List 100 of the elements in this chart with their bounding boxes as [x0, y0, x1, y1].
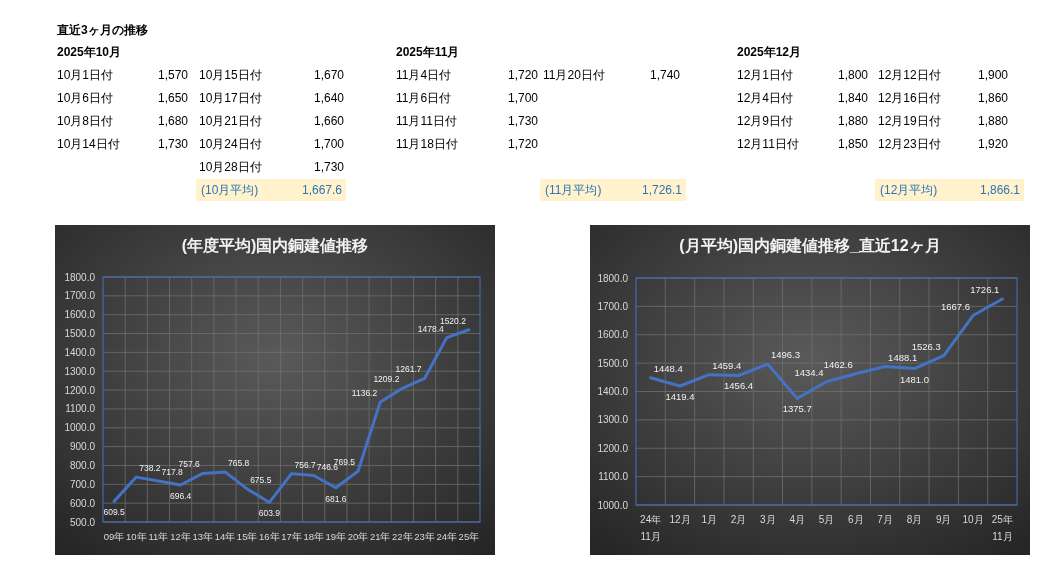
y-tick-label: 700.0: [69, 478, 96, 490]
x-tick-label: 23年: [414, 531, 435, 542]
text: 12月23日付: [878, 137, 941, 151]
data-label: 1459.4: [712, 359, 742, 371]
text: 10月14日付: [57, 137, 120, 151]
text: 1,860: [977, 91, 1009, 105]
text: 11月20日付: [543, 68, 605, 82]
x-tick-label: 21年: [369, 531, 391, 542]
x-tick-label: 12年: [170, 531, 191, 542]
text: 12月4日付: [737, 91, 794, 105]
text: 10月1日付: [57, 68, 114, 82]
x-tick-label: 8月: [906, 514, 923, 525]
text: 1,700: [507, 91, 539, 105]
chart-title: (年度平均)国内銅建値推移: [181, 236, 369, 254]
data-label: 1209.2: [373, 374, 400, 385]
data-label: 609.5: [103, 507, 125, 518]
data-label: 738.2: [139, 463, 161, 474]
text: 1,730: [507, 114, 539, 128]
x-tick-label: 13年: [192, 531, 214, 542]
data-label: 1462.6: [823, 358, 853, 370]
text: 1,650: [157, 91, 189, 105]
text: 1,840: [837, 91, 869, 105]
data-label: 1488.1: [888, 351, 918, 363]
x-tick-label: 09年: [103, 531, 125, 542]
x-tick-label: 10年: [125, 531, 147, 542]
y-tick-label: 600.0: [69, 497, 96, 509]
text: 12月11日付: [737, 137, 799, 151]
y-tick-label: 1800.0: [64, 271, 96, 283]
line-series: [649, 297, 1004, 400]
x-tick-label: 19年: [325, 531, 347, 542]
y-tick-label: 1100.0: [598, 471, 629, 483]
text: 1,880: [977, 114, 1009, 128]
data-label: 1478.4: [417, 323, 445, 334]
x-tick-label: 4月: [789, 514, 805, 525]
x-tick-label: 24年 11月: [640, 514, 662, 542]
x-tick-label: 25年 11月: [991, 514, 1013, 542]
y-tick-label: 1100.0: [65, 403, 96, 415]
x-tick-label: 10月: [962, 514, 984, 525]
text: 12月12日付: [878, 68, 941, 82]
y-tick-label: 1000.0: [597, 499, 629, 511]
y-tick-label: 1300.0: [64, 365, 96, 377]
data-label: 1419.4: [665, 391, 695, 402]
text: 1,680: [157, 114, 189, 128]
x-tick-label: 20年: [347, 531, 369, 542]
text: 10月6日付: [57, 91, 114, 105]
data-label: 1481.0: [899, 373, 929, 385]
text: 2025年10月: [57, 45, 122, 59]
text: 1,900: [977, 68, 1009, 82]
text: 1,850: [837, 137, 869, 151]
text: (10月平均): [201, 183, 259, 197]
data-label: 603.9: [258, 508, 281, 519]
text: 10月21日付: [199, 114, 262, 128]
text: 10月28日付: [199, 160, 262, 174]
x-tick-label: 14年: [214, 531, 236, 542]
text: 1,740: [649, 68, 681, 82]
data-label: 1448.4: [653, 362, 683, 374]
text: 11月4日付: [396, 68, 452, 82]
y-tick-label: 1700.0: [597, 300, 629, 312]
data-label: 1496.3: [770, 349, 800, 361]
x-tick-label: 9月: [935, 514, 952, 525]
text: 1,640: [313, 91, 345, 105]
y-tick-label: 1700.0: [64, 290, 96, 302]
y-tick-label: 500.0: [69, 516, 96, 528]
x-tick-label: 16年: [259, 531, 280, 542]
text: 1,730: [313, 160, 345, 174]
chart-title: (月平均)国内銅建値推移_直近12ヶ月: [679, 237, 941, 254]
data-label: 1136.2: [351, 388, 378, 399]
text: 12月9日付: [737, 114, 794, 128]
text: 1,726.1: [641, 183, 683, 197]
y-tick-label: 1200.0: [597, 442, 629, 454]
x-tick-label: 7月: [877, 514, 893, 525]
y-tick-label: 1300.0: [597, 414, 629, 426]
x-tick-label: 3月: [760, 514, 776, 525]
x-tick-label: 6月: [848, 514, 864, 525]
text: 1,667.6: [301, 183, 343, 197]
line-series: [112, 328, 471, 504]
text: 1,670: [313, 68, 345, 82]
text: 1,920: [977, 137, 1009, 151]
x-tick-label: 1月: [701, 514, 718, 525]
y-tick-label: 1500.0: [64, 328, 96, 340]
y-tick-label: 900.0: [69, 441, 96, 453]
data-label: 765.8: [227, 457, 250, 468]
y-tick-label: 1400.0: [597, 386, 629, 397]
x-tick-label: 5月: [818, 514, 835, 525]
y-tick-label: 1800.0: [597, 272, 629, 284]
x-tick-label: 22年: [392, 531, 413, 542]
text: 12月19日付: [878, 114, 941, 128]
x-tick-label: 25年: [458, 531, 480, 542]
text: 10月15日付: [199, 68, 262, 82]
data-label: 696.4: [169, 490, 192, 501]
text: 10月24日付: [199, 137, 262, 151]
data-label: 1261.7: [395, 364, 422, 375]
text: 11月6日付: [396, 91, 452, 105]
text: 2025年11月: [396, 45, 460, 59]
text: 12月16日付: [878, 91, 941, 105]
x-tick-label: 12月: [669, 514, 691, 525]
data-label: 1726.1: [970, 283, 1000, 295]
y-tick-label: 1500.0: [597, 357, 629, 369]
text: 1,866.1: [979, 183, 1021, 197]
x-tick-label: 18年: [303, 531, 324, 542]
